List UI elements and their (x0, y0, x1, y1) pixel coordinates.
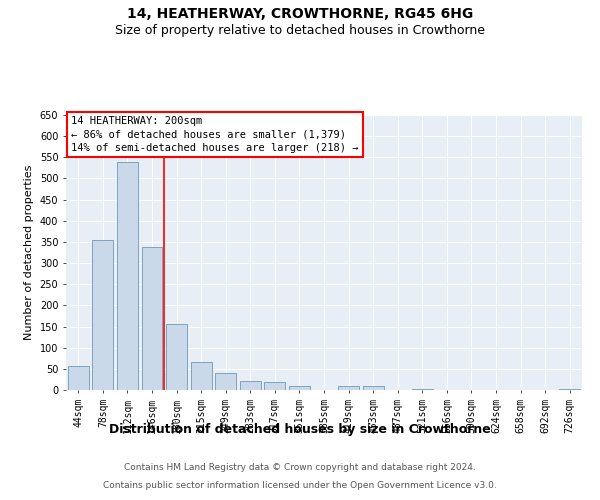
Text: 14 HEATHERWAY: 200sqm
← 86% of detached houses are smaller (1,379)
14% of semi-d: 14 HEATHERWAY: 200sqm ← 86% of detached … (71, 116, 359, 153)
Text: Contains public sector information licensed under the Open Government Licence v3: Contains public sector information licen… (103, 481, 497, 490)
Text: Distribution of detached houses by size in Crowthorne: Distribution of detached houses by size … (109, 422, 491, 436)
Text: 14, HEATHERWAY, CROWTHORNE, RG45 6HG: 14, HEATHERWAY, CROWTHORNE, RG45 6HG (127, 8, 473, 22)
Bar (92, 240, 113, 390)
Bar (289, 386, 310, 390)
Text: Contains HM Land Registry data © Crown copyright and database right 2024.: Contains HM Land Registry data © Crown c… (124, 464, 476, 472)
Bar (412, 388, 433, 390)
Bar (117, 162, 138, 390)
Bar (215, 373, 236, 390)
Bar (191, 362, 212, 390)
Bar (68, 366, 89, 390)
Bar (166, 324, 187, 390)
Bar (142, 248, 163, 390)
Bar (240, 380, 261, 390)
Bar (265, 382, 286, 390)
Text: Size of property relative to detached houses in Crowthorne: Size of property relative to detached ho… (115, 24, 485, 37)
Bar (559, 388, 580, 390)
Y-axis label: Number of detached properties: Number of detached properties (24, 165, 34, 340)
Bar (362, 386, 383, 390)
Bar (338, 386, 359, 390)
